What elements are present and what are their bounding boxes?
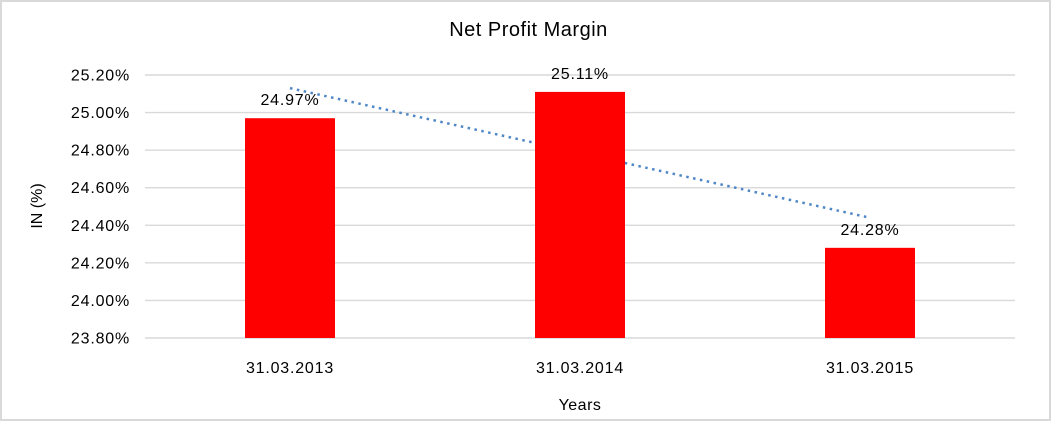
bar <box>825 247 915 338</box>
y-tick-label: 24.60% <box>71 180 130 197</box>
bar <box>535 91 625 339</box>
chart-title: Net Profit Margin <box>449 19 608 41</box>
y-tick-label: 24.40% <box>71 218 130 235</box>
data-label: 24.97% <box>260 92 319 109</box>
data-label: 25.11% <box>551 66 609 83</box>
y-tick-label: 23.80% <box>71 331 130 348</box>
x-tick-label: 31.03.2013 <box>246 360 334 377</box>
x-tick-label: 31.03.2015 <box>826 360 914 377</box>
x-axis-title: Years <box>558 397 602 414</box>
trendline <box>289 86 871 219</box>
chart-container: Net Profit Margin IN (%) 25.20% 25.00% 24.… <box>0 0 1051 421</box>
y-tick-label: 25.00% <box>71 105 130 122</box>
y-tick-label: 25.20% <box>71 68 130 85</box>
y-tick-label: 24.20% <box>71 255 130 272</box>
y-tick-label: 24.80% <box>71 143 130 160</box>
data-label: 24.28% <box>840 222 899 239</box>
y-tick-label: 24.00% <box>71 293 130 310</box>
x-tick-label: 31.03.2014 <box>536 360 624 377</box>
bar <box>245 118 335 338</box>
